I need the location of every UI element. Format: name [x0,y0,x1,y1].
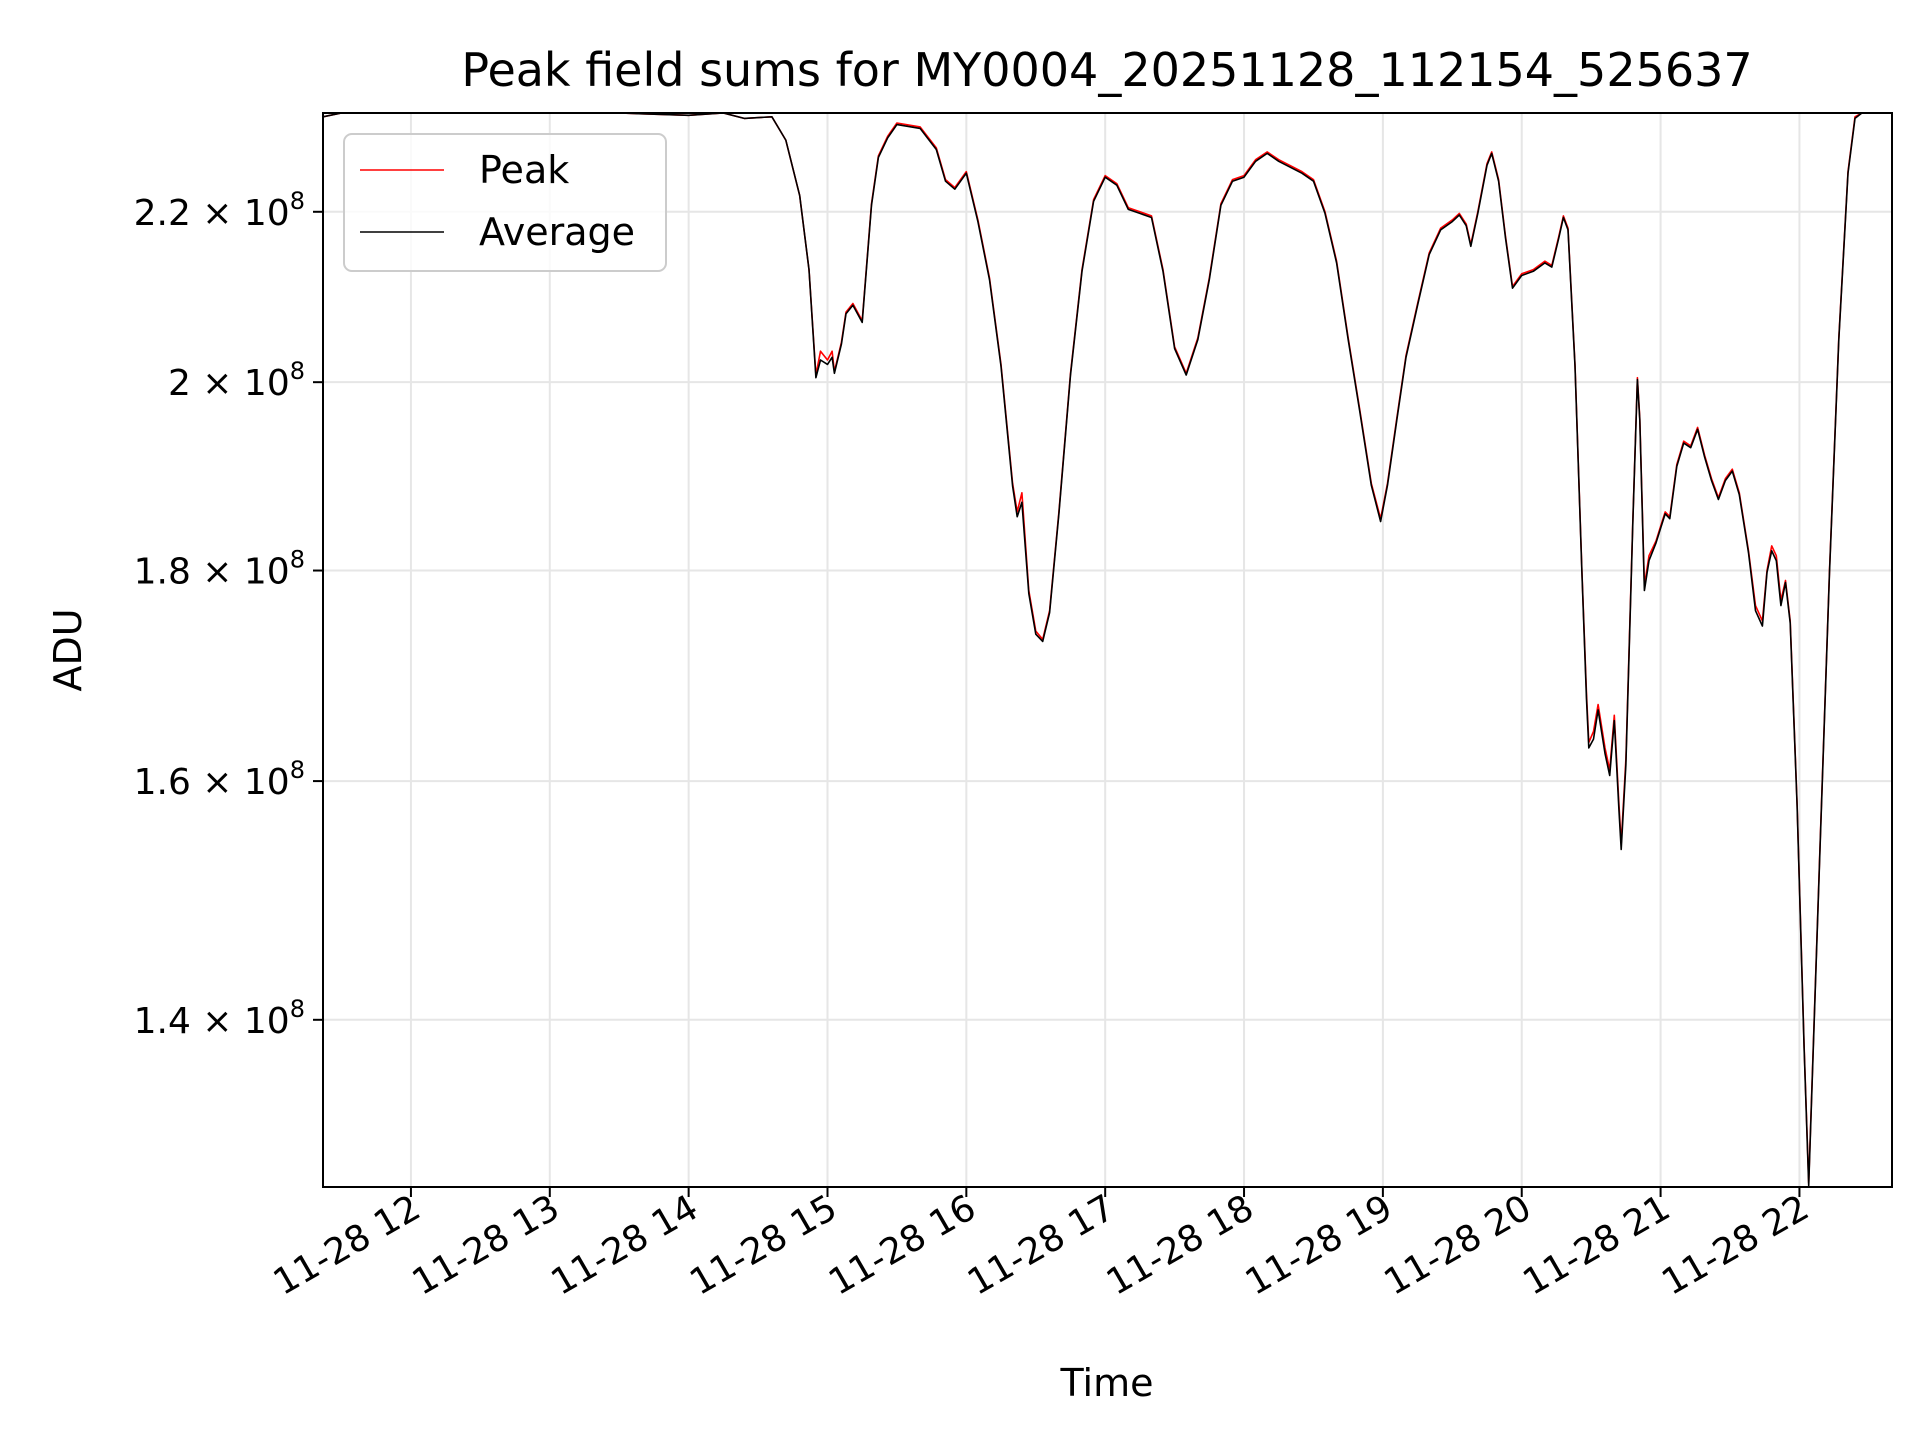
chart-title: Peak field sums for MY0004_20251128_1121… [461,43,1752,97]
y-axis-ticks: 1.4 × 108 1.6 × 108 1.8 × 108 2 × 108 2.2 × … [134,187,323,1042]
legend-label-average: Average [479,210,635,254]
y-tick-label: 1.6 × 108 [134,756,305,803]
y-axis-label: ADU [46,608,90,691]
y-tick-label: 1.8 × 108 [134,546,305,593]
series-group [323,113,1863,1187]
legend: Peak Average [343,133,667,272]
x-axis-label: Time [1060,1361,1154,1405]
plot-frame [322,112,1893,1188]
y-tick-label: 2.2 × 108 [134,187,305,234]
series-line-average [323,113,1863,1187]
legend-box [343,133,667,272]
y-tick-label: 1.4 × 108 [134,995,305,1042]
y-tick-label: 2 × 108 [168,357,305,404]
legend-label-peak: Peak [479,148,569,192]
